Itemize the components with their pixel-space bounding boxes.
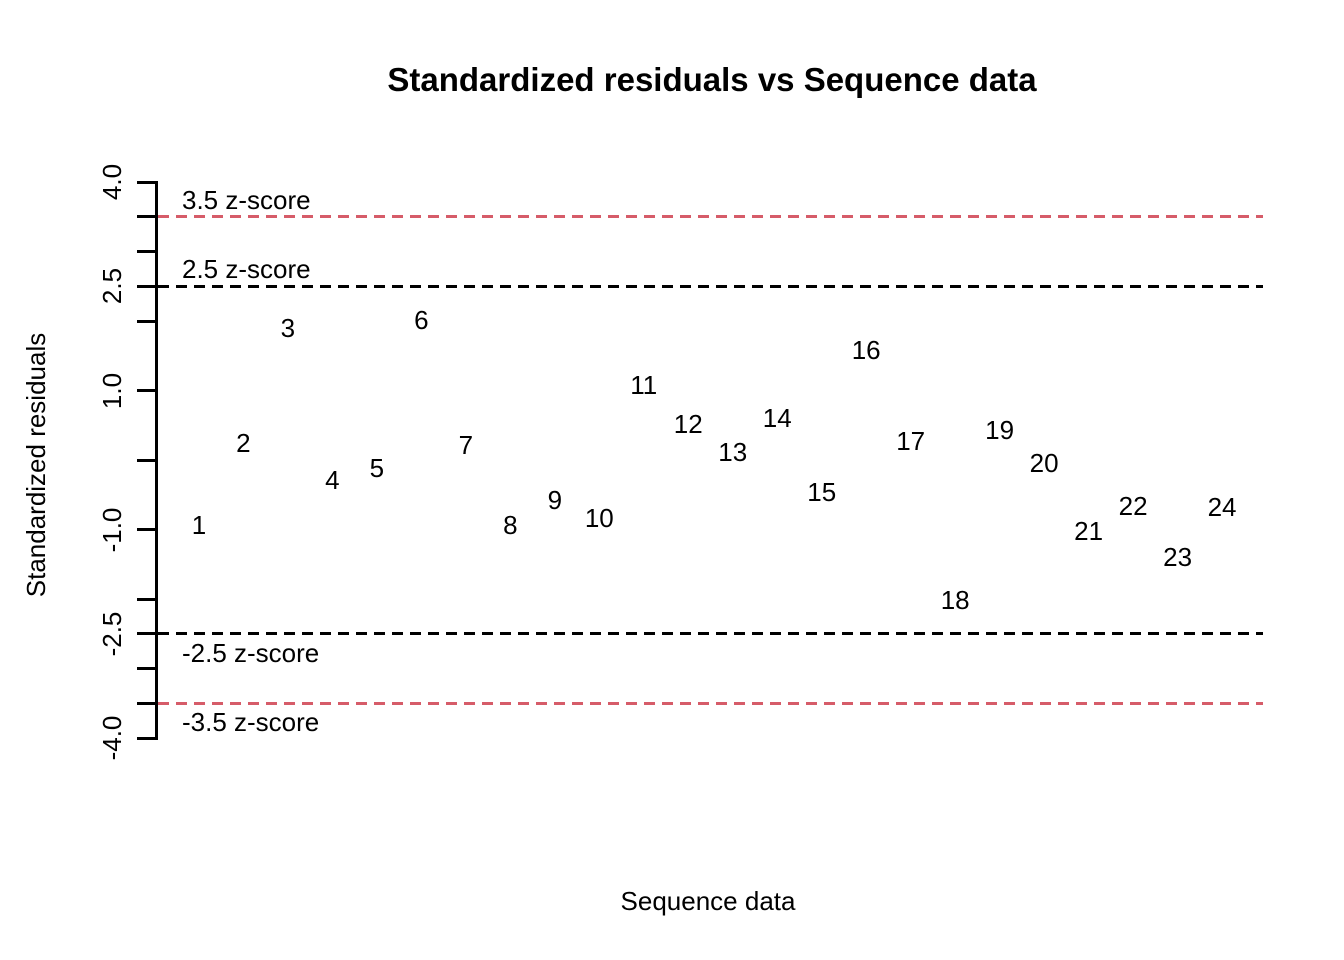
data-point-label: 5 [369,453,385,484]
reference-line-label: 2.5 z-score [182,254,311,285]
data-point-label: 3 [280,312,296,343]
data-point-label: 14 [762,403,792,434]
data-point-label: 13 [718,436,748,467]
reference-line-label: 3.5 z-score [182,184,311,215]
y-axis-tick [137,250,156,253]
reference-line [158,701,1263,705]
y-axis-tick [137,632,156,636]
y-axis-tick [137,215,156,219]
data-point-label: 9 [547,485,563,516]
reference-line [158,215,1263,219]
y-axis-tick [137,389,156,392]
data-point-label: 12 [673,408,703,439]
y-axis-line [155,180,158,740]
y-axis-tick [137,701,156,705]
y-axis-tick-label: -4.0 [97,715,127,761]
y-axis-tick-label: 4.0 [97,163,127,201]
y-axis-tick [137,284,156,288]
reference-line [158,632,1263,636]
y-axis-tick [137,528,156,531]
y-axis-tick-label: -2.5 [97,611,127,657]
y-axis-tick-label: 1.0 [97,372,127,409]
data-point-label: 18 [940,584,970,615]
data-point-label: 2 [236,428,251,459]
data-point-label: 17 [896,426,926,457]
y-axis-tick-label: -1.0 [97,507,127,552]
data-point-label: 10 [584,503,614,534]
reference-line-label: -2.5 z-score [182,637,320,668]
data-point-label: 19 [985,415,1015,446]
data-point-label: 6 [414,305,429,336]
y-axis-tick-label: 2.5 [97,268,127,305]
data-point-label: 20 [1029,447,1059,478]
data-point-label: 8 [503,510,518,541]
reference-line-label: -3.5 z-score [182,707,320,738]
data-point-label: 11 [630,369,658,400]
data-point-label: 16 [851,335,881,366]
data-point-label: 4 [325,465,340,496]
y-axis-tick [137,458,156,462]
data-point-label: 1 [191,510,207,541]
y-axis-tick [137,180,156,184]
y-axis-tick [137,597,156,601]
reference-line [158,284,1263,288]
x-axis-title: Sequence data [620,886,796,916]
plot-title: Standardized residuals vs Sequence data [387,61,1037,98]
data-point-label: 22 [1118,490,1148,521]
data-point-label: 21 [1074,515,1104,546]
y-axis-tick [137,667,156,670]
y-axis-title: Standardized residuals [21,332,51,598]
y-axis-tick [137,319,156,323]
data-point-label: 23 [1163,541,1193,572]
y-axis-tick [137,736,156,740]
data-point-label: 24 [1207,492,1237,523]
data-point-label: 7 [458,429,474,460]
data-point-label: 15 [807,476,837,507]
